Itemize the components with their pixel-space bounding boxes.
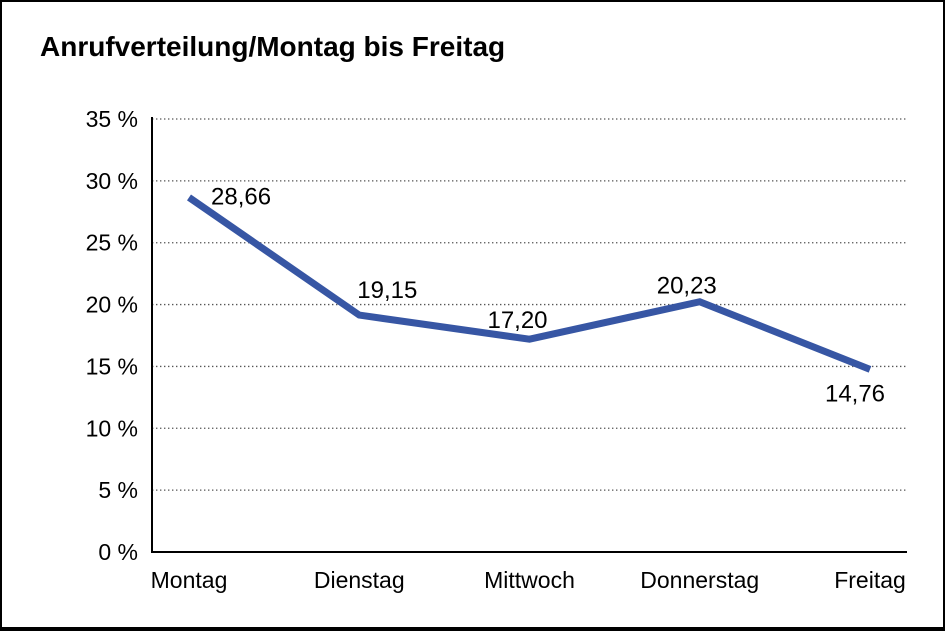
y-tick-label: 5 % bbox=[98, 477, 138, 503]
y-tick-label: 25 % bbox=[86, 230, 138, 256]
data-line bbox=[187, 194, 872, 373]
x-category-label: Dienstag bbox=[314, 567, 405, 593]
x-category-label: Mittwoch bbox=[484, 567, 575, 593]
data-value-label: 28,66 bbox=[211, 183, 271, 210]
x-category-label: Montag bbox=[151, 567, 228, 593]
chart-title: Anrufverteilung/Montag bis Freitag bbox=[40, 31, 506, 62]
y-tick-label: 10 % bbox=[86, 415, 138, 441]
y-tick-label: 30 % bbox=[86, 168, 138, 194]
y-tick-label: 0 % bbox=[98, 539, 138, 565]
x-category-label: Donnerstag bbox=[640, 567, 759, 593]
y-tick-label: 20 % bbox=[86, 292, 138, 318]
y-tick-label: 35 % bbox=[86, 106, 138, 132]
x-category-label: Freitag bbox=[834, 567, 906, 593]
data-value-label: 19,15 bbox=[357, 277, 417, 304]
data-value-label: 17,20 bbox=[487, 307, 547, 334]
data-value-label: 20,23 bbox=[657, 273, 717, 300]
data-value-label: 14,76 bbox=[825, 380, 885, 407]
y-tick-label: 15 % bbox=[86, 353, 138, 379]
